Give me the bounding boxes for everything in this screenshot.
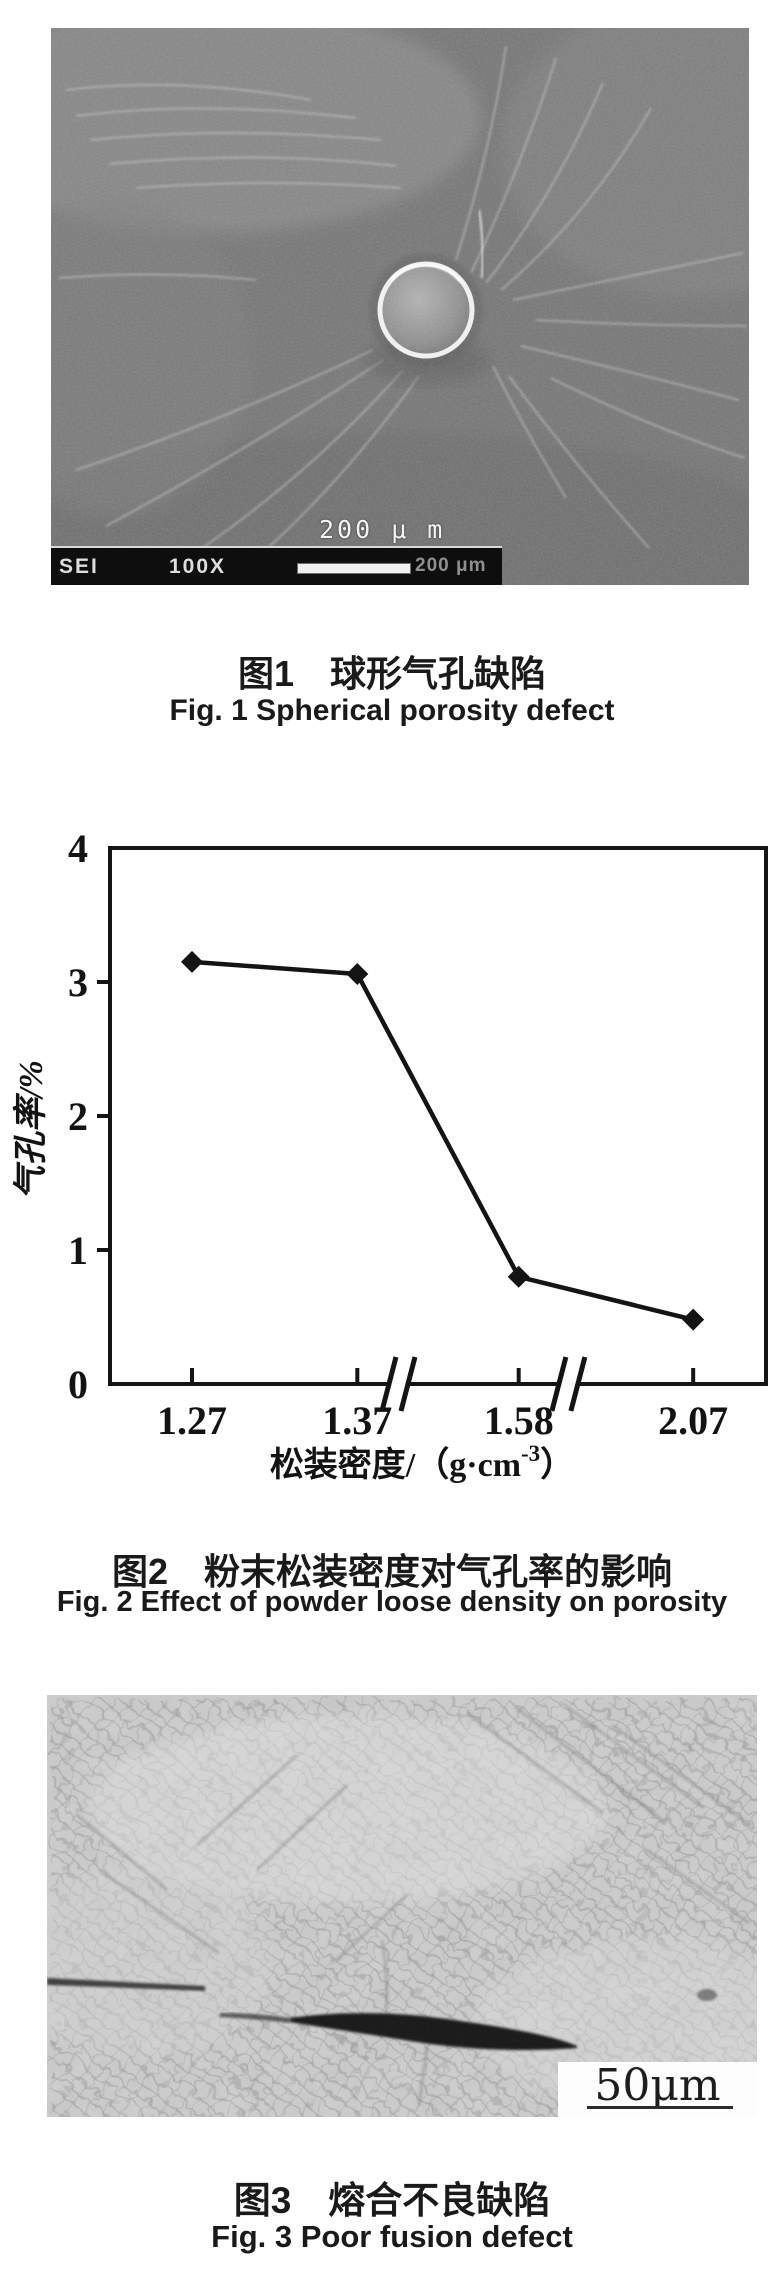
svg-text:1.27: 1.27 <box>157 1398 227 1443</box>
svg-text:松装密度/（g·cm-3）: 松装密度/（g·cm-3） <box>270 1441 574 1484</box>
fig1-caption-en: Fig. 1 Spherical porosity defect <box>169 694 615 727</box>
fig3-optical-image: 50μm <box>47 1695 757 2117</box>
svg-text:3: 3 <box>68 960 88 1005</box>
sem-scale-bar <box>297 563 411 574</box>
svg-text:1.37: 1.37 <box>322 1398 392 1443</box>
sem-magnification-label: 100X <box>169 555 227 578</box>
svg-text:2.07: 2.07 <box>658 1398 728 1443</box>
svg-text:4: 4 <box>68 830 88 871</box>
svg-text:气孔率/%: 气孔率/% <box>12 1060 50 1200</box>
svg-text:2: 2 <box>68 1094 88 1139</box>
sem-status-bar: SEI 100X 200 μm <box>51 546 502 585</box>
svg-text:0: 0 <box>68 1362 88 1407</box>
fig3-scale-box: 50μm <box>558 2060 757 2117</box>
svg-text:1.58: 1.58 <box>484 1398 554 1443</box>
sem-bar-scale-text: 200 μm <box>415 555 487 576</box>
svg-text:1: 1 <box>68 1228 88 1273</box>
fig1-sem-image: 200 μ m SEI 100X 200 μm <box>51 28 749 585</box>
porosity-chart-svg: 0 1 2 3 4 1.27 1.37 1.58 2.07 气孔率/% 松装密度/（g·cm-3） <box>12 830 768 1484</box>
fig1-caption-zh: 图1 球形气孔缺陷 <box>237 653 547 694</box>
optical-texture <box>47 1695 757 2117</box>
fig2-porosity-chart: 0 1 2 3 4 1.27 1.37 1.58 2.07 气孔率/% 松装密度/（g·cm-3） <box>0 830 784 1490</box>
fig2-caption-zh: 图2 粉末松装密度对气孔率的影响 <box>111 1551 673 1592</box>
sem-detector-label: SEI <box>59 555 99 578</box>
fig3-scale-bar <box>587 2106 733 2109</box>
fig3-caption-zh: 图3 熔合不良缺陷 <box>233 2180 551 2221</box>
sem-scale-label: 200 μ m <box>319 515 446 544</box>
fig3-caption-en: Fig. 3 Poor fusion defect <box>211 2219 573 2254</box>
sem-texture <box>51 28 749 585</box>
fig3-scale-label: 50μm <box>594 2060 721 2111</box>
fig2-caption-en: Fig. 2 Effect of powder loose density on… <box>56 1586 728 1618</box>
